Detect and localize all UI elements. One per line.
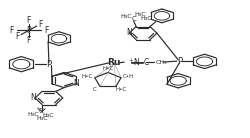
Text: H•C: H•C — [102, 66, 113, 71]
Text: $^+$N: $^+$N — [126, 56, 140, 68]
Text: C: C — [143, 58, 148, 67]
Text: Ru: Ru — [107, 58, 120, 67]
Text: F: F — [44, 26, 48, 35]
Text: H₃C: H₃C — [27, 112, 39, 117]
Text: H•C: H•C — [81, 74, 92, 79]
Text: F: F — [26, 16, 31, 25]
Text: H•C: H•C — [115, 87, 126, 92]
Text: N: N — [126, 27, 132, 37]
Text: H₃C: H₃C — [36, 116, 48, 121]
Text: N: N — [73, 79, 79, 88]
Text: CH₃: CH₃ — [156, 60, 167, 65]
Text: P: P — [46, 60, 51, 69]
Text: H₃C: H₃C — [134, 12, 145, 17]
Text: H₃C: H₃C — [140, 16, 151, 21]
Text: C: C — [38, 108, 43, 114]
Text: C•H: C•H — [122, 74, 134, 79]
Text: F: F — [15, 32, 20, 41]
Text: N: N — [30, 93, 35, 103]
Text: P: P — [176, 57, 181, 66]
Text: P: P — [26, 26, 31, 35]
Text: F: F — [38, 20, 42, 29]
Text: F: F — [26, 35, 31, 45]
Text: H₃C: H₃C — [120, 14, 132, 19]
Text: C: C — [131, 16, 136, 22]
Text: C: C — [93, 87, 96, 92]
Text: F: F — [9, 26, 14, 35]
Text: H₃C: H₃C — [42, 113, 54, 118]
